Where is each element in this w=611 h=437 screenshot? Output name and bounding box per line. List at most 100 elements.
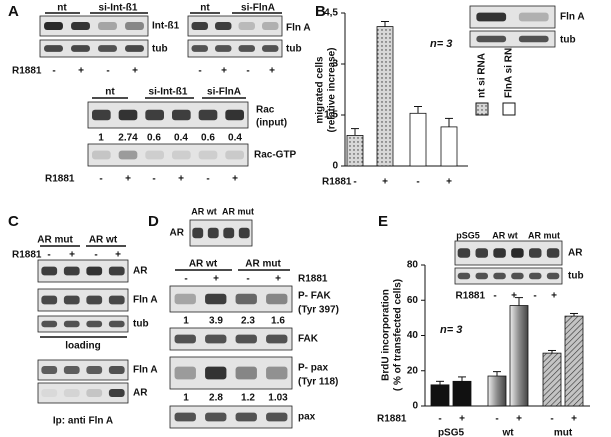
x-tick-label: + xyxy=(516,414,522,425)
band xyxy=(493,248,506,258)
bar xyxy=(346,134,364,167)
sign: - xyxy=(533,291,536,302)
treatment-label: R1881 xyxy=(456,291,486,302)
x-tick-label: - xyxy=(438,414,441,425)
panel-letter: A xyxy=(8,3,19,20)
band xyxy=(546,272,560,280)
band xyxy=(86,389,103,397)
band xyxy=(266,366,288,380)
row-label: tub xyxy=(152,44,168,55)
band xyxy=(44,22,63,30)
row-label: Rac xyxy=(256,105,275,116)
row-label: P- pax xyxy=(298,363,328,374)
blot xyxy=(37,359,129,381)
x-axis-label: R1881 xyxy=(322,177,352,188)
annotation: n= 3 xyxy=(440,324,462,336)
group-label: si-Int-ß1 xyxy=(149,87,188,98)
band xyxy=(215,45,232,52)
blot xyxy=(169,405,293,429)
bar xyxy=(409,112,427,167)
band xyxy=(71,45,90,52)
sign: + xyxy=(132,66,138,77)
section-label: loading xyxy=(65,341,101,352)
y-axis-label: migrated cells xyxy=(315,56,326,124)
y-tick-label: 20 xyxy=(407,365,419,376)
y-tick-label: 0 xyxy=(412,401,418,412)
band xyxy=(92,150,111,160)
band xyxy=(172,150,191,160)
band xyxy=(205,366,227,380)
sign: + xyxy=(213,274,219,285)
blot xyxy=(37,288,129,312)
band xyxy=(262,22,279,30)
band xyxy=(476,35,507,43)
band xyxy=(86,295,103,305)
band xyxy=(475,272,488,280)
band xyxy=(266,412,288,422)
group-label: AR mut xyxy=(528,230,560,240)
treatment-label: R1881 xyxy=(298,274,328,285)
row-label: P- FAK xyxy=(298,291,332,302)
sign: - xyxy=(246,66,249,77)
row-label: Fln A xyxy=(560,12,585,23)
band xyxy=(41,266,58,276)
x-tick-label: - xyxy=(495,414,498,425)
sign: - xyxy=(52,66,55,77)
band xyxy=(63,320,80,328)
sign: - xyxy=(246,274,249,285)
group-label: pSG5 xyxy=(438,428,465,437)
ratio: 1.2 xyxy=(241,393,255,404)
band xyxy=(108,389,125,397)
ratio: 2.74 xyxy=(118,133,138,144)
row-label: FAK xyxy=(298,334,319,345)
blot xyxy=(37,382,129,404)
y-tick-label: 3 xyxy=(332,59,338,70)
blot xyxy=(87,101,249,129)
band xyxy=(108,266,125,276)
group-label: nt xyxy=(200,3,210,14)
sign: + xyxy=(78,66,84,77)
ratio: 3.9 xyxy=(209,316,223,327)
band xyxy=(262,45,279,52)
blot xyxy=(469,30,556,48)
band xyxy=(63,389,80,397)
bar xyxy=(509,305,529,407)
row-label: tub xyxy=(133,319,149,330)
group-label: AR wt xyxy=(191,206,217,216)
legend-label: FlnA si RNA xyxy=(504,41,515,98)
sign: + xyxy=(275,274,281,285)
y-axis-label: ( % of transfected cells) xyxy=(393,279,404,391)
ratio: 1.6 xyxy=(271,316,285,327)
band xyxy=(266,293,288,305)
band xyxy=(235,293,257,305)
row-label: AR xyxy=(568,248,583,259)
ratio: 0.6 xyxy=(201,133,215,144)
x-tick-label: + xyxy=(382,177,388,188)
x-tick-label: - xyxy=(550,414,553,425)
band xyxy=(98,22,117,30)
legend-swatch xyxy=(475,102,489,116)
row-label: Fln A xyxy=(133,365,158,376)
band xyxy=(238,227,250,239)
y-tick-label: 60 xyxy=(407,295,419,306)
band xyxy=(529,272,542,280)
band xyxy=(475,248,488,258)
row-label: pax xyxy=(298,412,316,423)
sign: - xyxy=(47,250,50,261)
bar xyxy=(542,352,562,407)
group-label: wt xyxy=(501,428,514,437)
group-label: pSG5 xyxy=(456,230,480,240)
ratio: 2.3 xyxy=(241,316,255,327)
ratio: 1 xyxy=(183,316,189,327)
band xyxy=(192,227,204,239)
band xyxy=(518,35,549,43)
panel-letter: B xyxy=(315,3,326,20)
row-label: Rac-GTP xyxy=(254,150,297,161)
y-tick-label: 0 xyxy=(332,161,338,172)
band xyxy=(223,227,235,239)
band xyxy=(118,109,138,121)
band xyxy=(86,320,103,328)
row-label: AR xyxy=(133,388,148,399)
group-label: AR mut xyxy=(37,235,73,246)
